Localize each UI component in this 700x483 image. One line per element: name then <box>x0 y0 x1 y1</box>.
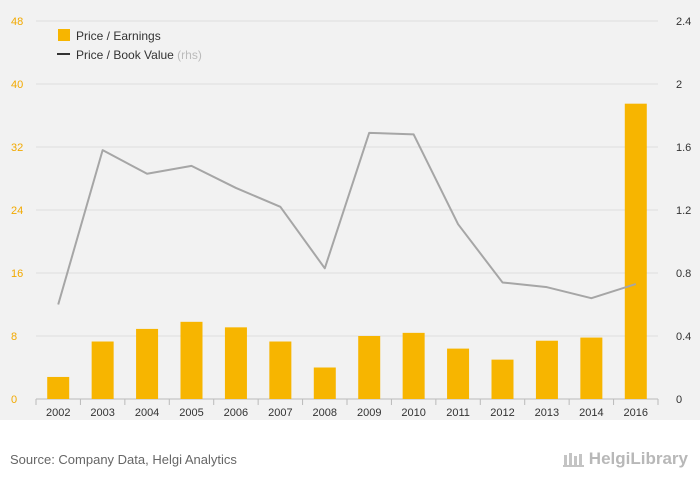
x-tick-label: 2010 <box>401 407 425 419</box>
x-tick-label: 2014 <box>579 407 603 419</box>
bar-price-earnings <box>269 341 292 399</box>
legend-label-price-earnings: Price / Earnings <box>76 29 161 43</box>
y-right-tick-label: 0.4 <box>676 331 691 343</box>
y-left-tick-label: 32 <box>11 142 23 154</box>
bar-price-earnings <box>624 103 647 399</box>
source-note: Source: Company Data, Helgi Analytics <box>10 452 237 467</box>
y-right-tick-label: 1.6 <box>676 142 691 154</box>
bar-price-earnings <box>136 328 159 399</box>
bar-price-earnings <box>580 337 603 399</box>
y-right-tick-label: 0 <box>676 394 682 406</box>
bar-price-earnings <box>313 367 336 399</box>
x-tick-label: 2002 <box>46 407 70 419</box>
x-tick-label: 2016 <box>624 407 648 419</box>
y-right-tick-label: 2.4 <box>676 16 691 28</box>
bar-price-earnings <box>447 348 470 399</box>
x-tick-label: 2013 <box>535 407 559 419</box>
legend-rhs-note: (rhs) <box>177 48 202 62</box>
bar-price-earnings <box>224 327 247 399</box>
y-left-tick-label: 24 <box>11 205 23 217</box>
helgi-library-logo: HelgiLibrary <box>562 449 688 469</box>
legend-swatch-price-earnings <box>58 29 70 41</box>
x-tick-label: 2008 <box>313 407 337 419</box>
legend: Price / Earnings Price / Book Value (rhs) <box>57 29 202 62</box>
combo-chart: 0 8 16 24 32 40 48 0 0.4 0.8 1.2 1.6 2 2.4 2002 2003 200… <box>11 16 691 419</box>
bar-price-earnings <box>47 376 70 399</box>
x-tick-label: 2007 <box>268 407 292 419</box>
y-left-tick-label: 40 <box>11 79 23 91</box>
bar-price-earnings <box>402 332 425 399</box>
x-tick-label: 2005 <box>179 407 203 419</box>
y-left-tick-label: 48 <box>11 16 23 28</box>
bar-price-earnings <box>358 336 381 399</box>
y-right-tick-label: 0.8 <box>676 268 691 280</box>
y-left-tick-label: 16 <box>11 268 23 280</box>
x-tick-label: 2006 <box>224 407 248 419</box>
legend-label-price-book: Price / Book Value (rhs) <box>76 48 202 62</box>
line-price-book-value <box>57 131 637 305</box>
y-right-tick-label: 1.2 <box>676 205 691 217</box>
bar-price-earnings <box>535 340 558 399</box>
x-tick-label: 2009 <box>357 407 381 419</box>
y-left-tick-label: 0 <box>11 394 17 406</box>
chart-area: 0 8 16 24 32 40 48 0 0.4 0.8 1.2 1.6 2 2.4 2002 2003 200… <box>0 0 700 420</box>
x-tick-label: 2003 <box>90 407 114 419</box>
x-tick-label: 2004 <box>135 407 159 419</box>
y-right-tick-label: 2 <box>676 79 682 91</box>
x-tick-label: 2012 <box>490 407 514 419</box>
bar-price-earnings <box>180 321 203 399</box>
y-left-tick-label: 8 <box>11 331 17 343</box>
logo-text: HelgiLibrary <box>588 449 688 468</box>
library-logo-icon <box>562 453 584 467</box>
x-tick-label: 2011 <box>446 407 470 419</box>
bar-price-earnings <box>91 341 114 399</box>
bar-price-earnings <box>491 359 514 399</box>
